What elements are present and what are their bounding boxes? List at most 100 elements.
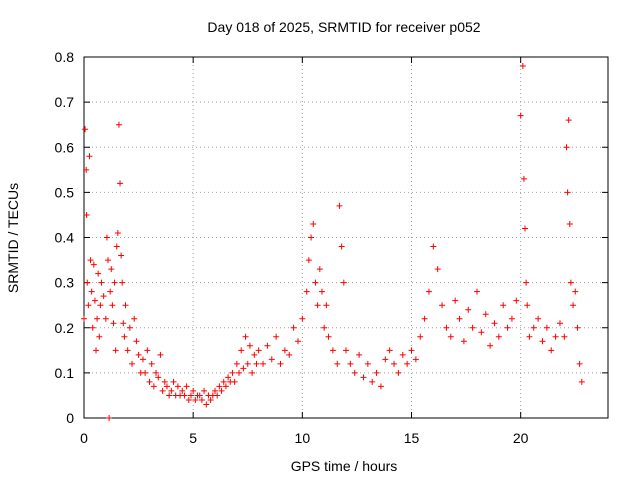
data-point [421, 315, 428, 322]
data-point [115, 121, 122, 128]
data-point [369, 378, 376, 385]
data-point [146, 378, 153, 385]
data-point [395, 369, 402, 376]
data-point [170, 378, 177, 385]
data-point [277, 360, 284, 367]
data-point [273, 333, 280, 340]
data-point [83, 211, 90, 218]
data-point [430, 243, 437, 250]
data-point [316, 266, 323, 273]
data-point [109, 302, 116, 309]
data-point [340, 279, 347, 286]
data-point [88, 288, 95, 295]
data-point [144, 347, 151, 354]
data-point [576, 360, 583, 367]
data-point [264, 342, 271, 349]
y-tick-label: 0.3 [55, 275, 75, 291]
data-point [168, 387, 175, 394]
plot-frame [83, 56, 609, 419]
data-point [139, 356, 146, 363]
data-point [95, 270, 102, 277]
x-tick-label: 15 [404, 430, 420, 446]
data-point [86, 153, 93, 160]
data-point [323, 302, 330, 309]
data-point [404, 360, 411, 367]
data-point [519, 63, 526, 70]
data-point [183, 383, 190, 390]
data-point [526, 333, 533, 340]
data-point [108, 266, 115, 273]
data-point [286, 351, 293, 358]
data-point [98, 279, 105, 286]
data-point [190, 387, 197, 394]
data-point [114, 229, 121, 236]
data-point [155, 374, 162, 381]
data-point [203, 401, 210, 408]
data-point [487, 342, 494, 349]
data-point [121, 333, 128, 340]
data-point [161, 378, 168, 385]
data-point [153, 369, 160, 376]
data-point [321, 324, 328, 331]
data-point [305, 257, 312, 264]
data-point [96, 333, 103, 340]
data-point [85, 302, 92, 309]
x-tick-label: 0 [80, 430, 88, 446]
x-axis-label: GPS time / hours [291, 458, 398, 474]
data-point [530, 324, 537, 331]
y-axis-label: SRMTID / TECUs [5, 183, 21, 293]
data-point [120, 320, 127, 327]
data-point [100, 293, 107, 300]
data-point [360, 374, 367, 381]
data-point [299, 315, 306, 322]
data-point [495, 333, 502, 340]
data-point [220, 378, 227, 385]
data-point [570, 302, 577, 309]
y-tick-label: 0.7 [55, 94, 75, 110]
data-point [508, 315, 515, 322]
data-point [336, 202, 343, 209]
data-point [142, 369, 149, 376]
data-point [452, 297, 459, 304]
data-point [334, 360, 341, 367]
data-point [377, 383, 384, 390]
data-point [338, 243, 345, 250]
data-point [412, 356, 419, 363]
data-point [552, 333, 559, 340]
data-point [94, 315, 101, 322]
data-point [524, 302, 531, 309]
data-point [253, 360, 260, 367]
data-point [417, 333, 424, 340]
data-point [399, 351, 406, 358]
gridlines [84, 57, 608, 418]
data-point [236, 369, 243, 376]
data-point [351, 369, 358, 376]
data-point [181, 392, 188, 399]
data-point [244, 360, 251, 367]
data-point [110, 320, 117, 327]
data-point [565, 117, 572, 124]
data-point [373, 369, 380, 376]
data-point [356, 351, 363, 358]
data-point [543, 324, 550, 331]
data-point [93, 347, 100, 354]
x-tick-label: 20 [513, 430, 529, 446]
data-point [303, 288, 310, 295]
data-point [482, 311, 489, 318]
data-point [198, 396, 205, 403]
data-point [201, 387, 208, 394]
data-point [574, 324, 581, 331]
data-point [83, 166, 90, 173]
data-point [312, 279, 319, 286]
data-point [185, 396, 192, 403]
data-point [166, 392, 173, 399]
data-point [207, 396, 214, 403]
data-point [251, 351, 258, 358]
data-point [343, 347, 349, 354]
x-tick-label: 10 [295, 430, 311, 446]
data-point [82, 126, 89, 133]
data-point [135, 351, 142, 358]
data-point [159, 387, 166, 394]
data-point [310, 220, 317, 227]
y-tick-label: 0.1 [55, 365, 75, 381]
